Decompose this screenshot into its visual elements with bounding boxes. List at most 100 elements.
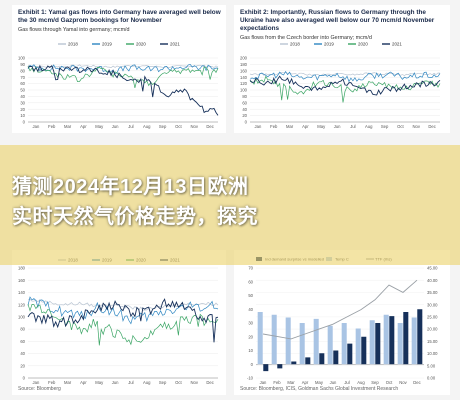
x-tick-label: Feb bbox=[270, 124, 278, 129]
y-tick-label: 80 bbox=[20, 327, 25, 332]
legend-label-2019: 2019 bbox=[102, 42, 112, 47]
x-tick-label: Nov bbox=[191, 380, 199, 385]
y-left-tick-label: 60 bbox=[248, 279, 253, 284]
legend-label-2020: 2020 bbox=[358, 42, 368, 47]
y-tick-label: 0 bbox=[245, 120, 248, 125]
bar-temp-c bbox=[299, 323, 305, 365]
exhibit-2-panel: Exhibit 2: Importantly, Russian flows to… bbox=[234, 5, 450, 133]
bar-demand-surprise bbox=[389, 316, 395, 365]
y-tick-label: 120 bbox=[240, 81, 248, 86]
series-line-2021 bbox=[27, 298, 219, 343]
y-tick-label: 180 bbox=[240, 62, 248, 67]
bar-temp-c bbox=[257, 312, 263, 365]
y-tick-label: 40 bbox=[20, 94, 25, 99]
y-left-tick-label: -10 bbox=[247, 376, 254, 381]
y-left-tick-label: 10 bbox=[248, 348, 253, 353]
y-tick-label: 70 bbox=[20, 75, 25, 80]
headline-banner bbox=[0, 145, 460, 265]
x-tick-label: May bbox=[315, 380, 324, 385]
series-line-2021 bbox=[249, 75, 441, 96]
bar-demand-surprise bbox=[277, 364, 283, 369]
bar-temp-c bbox=[285, 317, 291, 365]
x-tick-label: Jul bbox=[350, 124, 355, 129]
exhibit-2-subtitle: Gas flows from the Czech border into Ger… bbox=[240, 35, 372, 41]
x-tick-label: Apr bbox=[302, 380, 309, 385]
series-line-2018 bbox=[27, 298, 219, 311]
y-tick-label: 20 bbox=[20, 363, 25, 368]
exhibit-2-title: Exhibit 2: Importantly, Russian flows to… bbox=[240, 9, 435, 32]
y-right-tick-label: 5.00 bbox=[427, 363, 436, 368]
bar-temp-c bbox=[313, 318, 319, 365]
y-tick-label: 60 bbox=[242, 100, 247, 105]
y-right-tick-label: 0.00 bbox=[427, 376, 436, 381]
headline-text: 猜测2024年12月13日欧洲 实时天然气价格走势，探究 bbox=[12, 172, 452, 232]
legend-label-2021: 2021 bbox=[170, 42, 180, 47]
y-left-tick-label: 40 bbox=[248, 307, 253, 312]
bar-demand-surprise bbox=[291, 361, 297, 365]
y-tick-label: 30 bbox=[20, 100, 25, 105]
exhibit-3-source: Source: Bloomberg bbox=[18, 386, 61, 392]
y-tick-label: 160 bbox=[240, 68, 248, 73]
bar-demand-surprise bbox=[403, 312, 409, 365]
exhibit-1-subtitle: Gas flows through Yamal into germany; mc… bbox=[18, 27, 130, 33]
series-line-2019 bbox=[27, 296, 219, 325]
x-tick-label: Aug bbox=[365, 124, 373, 129]
x-tick-label: Jun bbox=[112, 124, 119, 129]
y-right-tick-label: 20.00 bbox=[427, 327, 438, 332]
bar-temp-c bbox=[397, 323, 403, 365]
series-line-2020 bbox=[27, 304, 219, 346]
series-line-2018 bbox=[249, 72, 441, 76]
series-line-2018 bbox=[28, 64, 219, 68]
y-tick-label: 100 bbox=[18, 314, 26, 319]
x-tick-label: Jan bbox=[33, 124, 40, 129]
y-left-tick-label: 50 bbox=[248, 293, 253, 298]
x-tick-label: Oct bbox=[397, 124, 404, 129]
y-tick-label: 140 bbox=[18, 290, 26, 295]
x-tick-label: Feb bbox=[273, 380, 281, 385]
y-tick-label: 90 bbox=[20, 62, 25, 67]
bar-demand-surprise bbox=[417, 309, 423, 365]
legend-label-2018: 2018 bbox=[290, 42, 300, 47]
y-tick-label: 10 bbox=[20, 113, 25, 118]
bar-demand-surprise bbox=[263, 364, 269, 372]
y-tick-label: 20 bbox=[20, 107, 25, 112]
x-tick-label: May bbox=[95, 124, 104, 129]
x-tick-label: Jan bbox=[255, 124, 262, 129]
y-tick-label: 20 bbox=[242, 113, 247, 118]
y-right-tick-label: 45.00 bbox=[427, 266, 438, 271]
bar-temp-c bbox=[327, 325, 333, 365]
x-tick-label: Dec bbox=[206, 380, 213, 385]
y-left-tick-label: 70 bbox=[248, 266, 253, 271]
x-tick-label: Sep bbox=[381, 124, 389, 129]
bar-demand-surprise bbox=[305, 357, 311, 365]
x-tick-label: Apr bbox=[302, 124, 309, 129]
x-tick-label: Aug bbox=[143, 124, 151, 129]
x-tick-label: Mar bbox=[286, 124, 294, 129]
y-tick-label: 100 bbox=[240, 88, 248, 93]
x-tick-label: Sep bbox=[159, 380, 167, 385]
exhibit-1-title: Exhibit 1: Yamal gas flows into Germany … bbox=[18, 9, 221, 24]
series-line-2020 bbox=[249, 75, 441, 103]
headline-line-1: 猜测2024年12月13日欧洲 bbox=[12, 176, 249, 198]
x-tick-label: Oct bbox=[386, 380, 393, 385]
bar-demand-surprise bbox=[333, 350, 339, 365]
x-tick-label: Apr bbox=[80, 124, 87, 129]
bar-temp-c bbox=[271, 314, 277, 365]
y-right-tick-label: 25.00 bbox=[427, 314, 438, 319]
bar-temp-c bbox=[341, 323, 347, 365]
bar-demand-surprise bbox=[347, 343, 353, 365]
x-tick-label: Jun bbox=[112, 380, 119, 385]
y-tick-label: 80 bbox=[242, 94, 247, 99]
y-left-tick-label: 30 bbox=[248, 321, 253, 326]
y-tick-label: 60 bbox=[20, 339, 25, 344]
x-tick-label: Nov bbox=[413, 124, 421, 129]
x-tick-label: May bbox=[317, 124, 326, 129]
y-right-tick-label: 10.00 bbox=[427, 351, 438, 356]
y-tick-label: 140 bbox=[240, 75, 248, 80]
x-tick-label: Oct bbox=[175, 380, 182, 385]
x-tick-label: Mar bbox=[64, 380, 72, 385]
exhibit-4-panel: Source: Bloomberg, ICIS, Goldman Sachs G… bbox=[234, 250, 450, 395]
y-tick-label: 160 bbox=[18, 278, 26, 283]
series-line-2021 bbox=[27, 64, 219, 116]
y-tick-label: 40 bbox=[242, 107, 247, 112]
